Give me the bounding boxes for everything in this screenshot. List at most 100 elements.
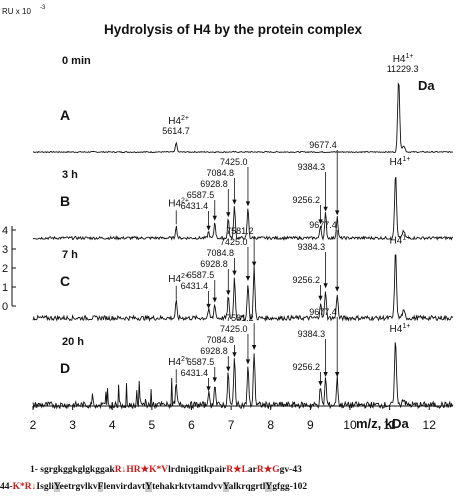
panel-time-label: 20 h <box>62 336 84 348</box>
sequence-segment: 1- sgrgkggkglgkggak <box>30 465 115 475</box>
arrow-head <box>232 199 237 205</box>
x-tick-label: 9 <box>307 418 314 432</box>
peak-label: 6587.5 <box>187 357 215 367</box>
sequence-segment: lenvirdavt <box>103 482 146 492</box>
peak-label: 7084.8 <box>206 248 234 258</box>
sequence-segment: ar <box>247 465 257 475</box>
arrow-head <box>245 201 251 207</box>
peak-label: 7581.2 <box>226 313 254 323</box>
x-tick-label: 5 <box>149 418 156 432</box>
arrow-head <box>318 219 323 225</box>
x-tick-label: 3 <box>69 418 76 432</box>
peak-label: 7425.0 <box>220 237 248 247</box>
peak-label: 9384.3 <box>298 162 326 172</box>
peak-label: 6928.8 <box>200 346 228 356</box>
peak-label: 11229.3 <box>387 64 419 74</box>
y-tick-label: 3 <box>2 244 8 256</box>
arrow-head <box>226 366 231 372</box>
charge-state-label: H42+ <box>168 273 189 285</box>
y-tick-label: 1 <box>2 282 8 294</box>
arrow-head <box>323 372 328 377</box>
charge-state-label: H42+ <box>168 197 189 209</box>
y-axis: 0 1 2 3 4 <box>2 225 16 313</box>
arrow-head <box>206 303 211 309</box>
peak-label: 7084.8 <box>206 168 234 178</box>
arrow-head <box>334 372 340 377</box>
ms-spectra-chart: RU x 10 -3 Hydrolysis of H4 by the prote… <box>2 5 454 432</box>
arrow-head <box>232 352 237 358</box>
y-tick-label: 0 <box>2 301 8 313</box>
sequence-segment: R↓HR★K*V <box>114 465 169 475</box>
peak-label: 9256.2 <box>293 362 321 372</box>
sequence-segment: 44- <box>0 482 13 492</box>
sequence-line-2: 44-K*R↓IsgliYeetrgvlkvFlenvirdavtYtehakr… <box>0 482 466 492</box>
peak-label: 6431.4 <box>181 368 209 378</box>
y-tick-label: 4 <box>2 225 8 237</box>
sequence-segment: Y <box>145 482 153 492</box>
x-tick-label: 7 <box>228 418 235 432</box>
x-tick-label: 12 <box>423 418 437 432</box>
sequence-segment: F <box>97 482 104 492</box>
corner-unit-exponent: -3 <box>40 5 46 11</box>
peak-label: 9256.2 <box>293 195 321 205</box>
arrow-head <box>212 297 217 303</box>
unit-da-label: Da <box>418 78 435 93</box>
sequence-segment: Y <box>222 482 229 492</box>
sequence-segment: K*R↓ <box>12 482 37 492</box>
charge-state-label: H41+ <box>393 53 414 65</box>
peak-label: 9677.4 <box>309 307 337 317</box>
spectrum-trace <box>32 176 454 241</box>
arrow-head <box>212 377 217 383</box>
sequence-line-1: 1- sgrgkggkglgkggakR↓HR★K*Vlrdniqgitkpai… <box>0 464 466 475</box>
arrow-head <box>334 210 340 216</box>
peak-label: 9677.4 <box>309 220 337 230</box>
arrow-head <box>334 286 340 292</box>
peak-label: 6587.5 <box>187 270 215 280</box>
panel-d: 20 h D H42+6431.46587.56928.87084.87425.07… <box>32 307 454 410</box>
charge-state-label: H42+ <box>168 115 189 127</box>
x-axis-label: m/z, kDa <box>356 416 410 431</box>
peak-label: 7084.8 <box>206 335 234 345</box>
y-tick-label: 2 <box>2 263 8 275</box>
arrow-head <box>318 381 323 386</box>
arrow-head <box>323 206 328 212</box>
peak-label: 6928.8 <box>200 179 228 189</box>
sequence-segment: gfgg-102 <box>272 482 308 492</box>
x-tick-label: 6 <box>188 418 195 432</box>
peak-label: 6431.4 <box>181 201 209 211</box>
peak-label: 9677.4 <box>309 140 337 150</box>
sequence-segment: R★L <box>226 465 248 475</box>
panel-time-label: 3 h <box>62 169 78 181</box>
arrow-head <box>232 270 237 276</box>
sequence-segment: Y <box>53 482 60 492</box>
sequence-segment: R★G <box>256 465 280 475</box>
sequence-segment: Y <box>265 482 273 492</box>
sequence-segment: Isgli <box>36 482 54 492</box>
spectrum-trace <box>32 254 454 322</box>
x-tick-label: 8 <box>267 418 274 432</box>
charge-state-label: H41+ <box>390 323 411 335</box>
spectrum-trace <box>32 342 454 410</box>
arrow-head <box>245 359 251 365</box>
arrow-head <box>323 283 328 289</box>
panel-letter: C <box>60 273 70 289</box>
peak-label: 9384.3 <box>298 242 326 252</box>
x-tick-label: 10 <box>343 418 357 432</box>
peak-label: 6587.5 <box>187 190 215 200</box>
x-tick-label: 2 <box>30 418 37 432</box>
x-tick-label: 4 <box>109 418 116 432</box>
arrow-head <box>226 290 231 296</box>
charge-state-label: H42+ <box>168 356 189 368</box>
peak-label: 6431.4 <box>181 281 209 291</box>
arrow-head <box>206 225 211 231</box>
panel-letter: A <box>60 107 70 123</box>
corner-unit-label: RU x 10 <box>2 7 31 16</box>
arrow-head <box>206 386 211 392</box>
charge-state-label: H41+ <box>390 234 411 246</box>
arrow-head <box>226 212 231 218</box>
panel-time-label: 0 min <box>62 55 91 67</box>
charge-state-label: H41+ <box>390 156 411 168</box>
x-tick-label: 11 <box>383 418 396 432</box>
